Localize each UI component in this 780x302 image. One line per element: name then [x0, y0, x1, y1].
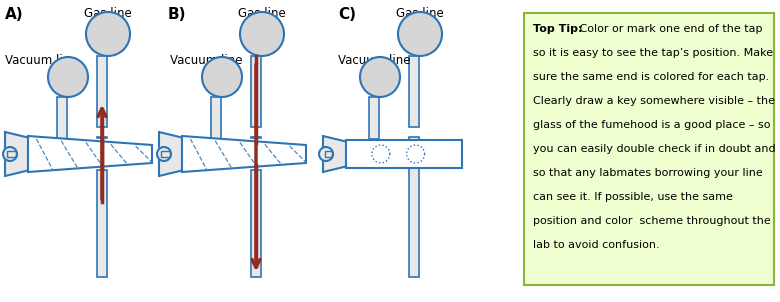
Text: can see it. If possible, use the same: can see it. If possible, use the same — [533, 192, 733, 202]
Text: so that any labmates borrowing your line: so that any labmates borrowing your line — [533, 168, 763, 178]
Text: Gas line: Gas line — [84, 7, 132, 20]
Polygon shape — [159, 132, 184, 176]
Text: Top Tip:: Top Tip: — [533, 24, 583, 34]
Polygon shape — [182, 136, 306, 172]
Text: Color or mark one end of the tap: Color or mark one end of the tap — [576, 24, 763, 34]
Text: you can easily double check if in doubt and: you can easily double check if in doubt … — [533, 144, 775, 154]
Text: position and color  scheme throughout the: position and color scheme throughout the — [533, 216, 771, 226]
Circle shape — [48, 57, 88, 97]
Circle shape — [157, 147, 171, 161]
Bar — [325, 151, 332, 157]
Circle shape — [398, 12, 442, 56]
Polygon shape — [323, 136, 348, 172]
Bar — [409, 137, 419, 142]
Text: Gas line: Gas line — [238, 7, 286, 20]
Text: B): B) — [168, 7, 186, 22]
Text: lab to avoid confusion.: lab to avoid confusion. — [533, 240, 660, 250]
Bar — [251, 56, 261, 127]
Text: so it is easy to see the tap’s position. Make: so it is easy to see the tap’s position.… — [533, 48, 773, 58]
Text: Vacuum line: Vacuum line — [170, 54, 243, 67]
Polygon shape — [346, 140, 462, 168]
Text: sure the same end is colored for each tap.: sure the same end is colored for each ta… — [533, 72, 769, 82]
Text: Vacuum line: Vacuum line — [338, 54, 410, 67]
Bar — [161, 151, 170, 157]
Circle shape — [240, 12, 284, 56]
Polygon shape — [5, 132, 30, 176]
Circle shape — [3, 147, 17, 161]
Bar — [251, 137, 261, 138]
Circle shape — [86, 12, 130, 56]
FancyBboxPatch shape — [524, 13, 774, 285]
Bar — [97, 137, 107, 138]
Bar — [211, 97, 221, 139]
Bar — [97, 170, 107, 277]
Bar — [369, 97, 379, 139]
Bar — [57, 97, 67, 139]
Bar — [7, 151, 16, 157]
Circle shape — [202, 57, 242, 97]
Bar — [97, 56, 107, 127]
Polygon shape — [28, 136, 152, 172]
Text: Gas line: Gas line — [396, 7, 444, 20]
Circle shape — [360, 57, 400, 97]
Bar — [409, 166, 419, 277]
Text: C): C) — [338, 7, 356, 22]
Text: A): A) — [5, 7, 23, 22]
Bar — [409, 56, 419, 127]
Circle shape — [319, 147, 333, 161]
Text: glass of the fumehood is a good place – so: glass of the fumehood is a good place – … — [533, 120, 771, 130]
Text: Vacuum line: Vacuum line — [5, 54, 77, 67]
Bar — [251, 170, 261, 277]
Text: Clearly draw a key somewhere visible – the: Clearly draw a key somewhere visible – t… — [533, 96, 775, 106]
